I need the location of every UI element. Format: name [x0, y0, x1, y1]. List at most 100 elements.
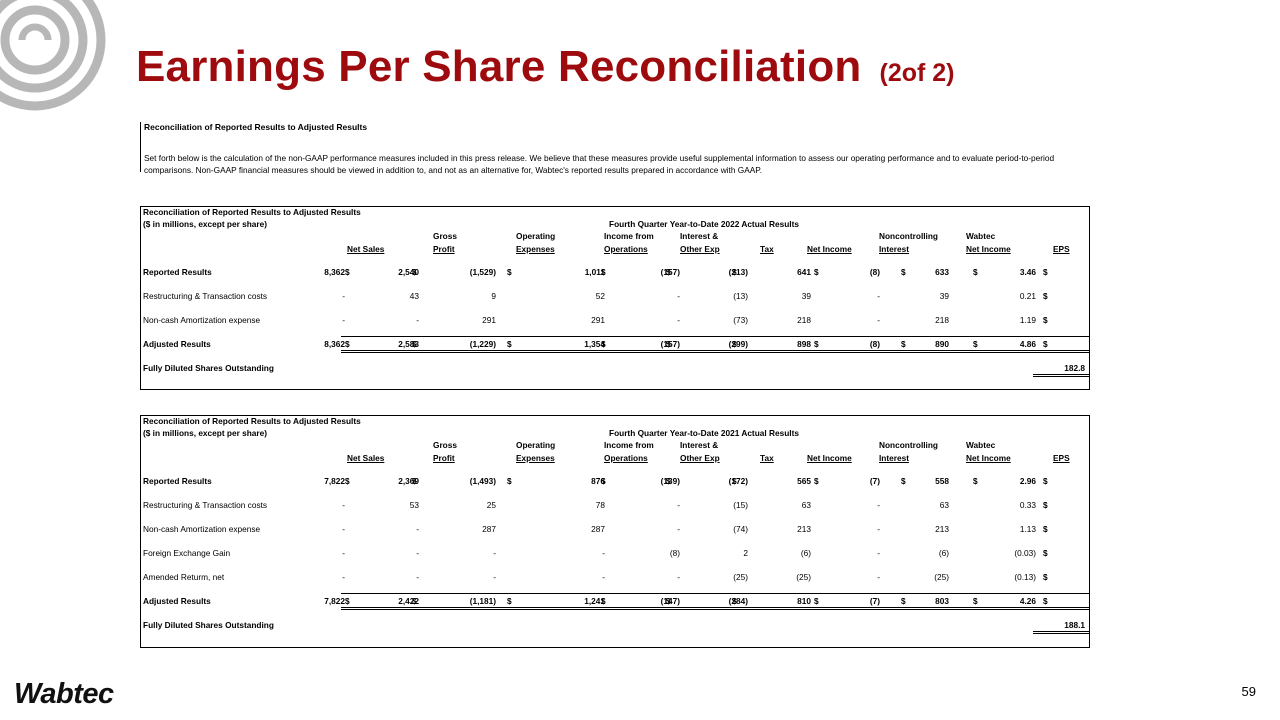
value-interest-other-exp: - — [677, 500, 680, 510]
shares-rule — [1033, 374, 1089, 375]
header-top-income-from-operations: Income from — [604, 440, 654, 450]
value-net-sales: - — [342, 572, 345, 582]
header-top-gross-profit: Gross — [433, 440, 457, 450]
dollar-sign: $ — [345, 596, 350, 606]
value-net-sales: 7,822 — [324, 476, 345, 486]
value-tax: (13) — [733, 291, 748, 301]
value-eps: (0.03) — [1014, 548, 1036, 558]
intro-text: Set forth below is the calculation of th… — [144, 153, 1055, 175]
value-net-sales: 8,362 — [324, 339, 345, 349]
slide-title: Earnings Per Share Reconciliation (2of 2) — [136, 42, 955, 92]
value-tax: (284) — [728, 596, 748, 606]
value-noncontrolling-interest: - — [877, 548, 880, 558]
value-gross-profit: - — [416, 315, 419, 325]
value-eps: 0.21 — [1019, 291, 1036, 301]
dollar-sign: $ — [973, 267, 978, 277]
shares-label: Fully Diluted Shares Outstanding — [143, 363, 274, 373]
value-noncontrolling-interest: - — [877, 572, 880, 582]
value-income-from-operations: 52 — [595, 291, 605, 301]
shares-label: Fully Diluted Shares Outstanding — [143, 620, 274, 630]
dollar-sign: $ — [412, 267, 417, 277]
dollar-sign: $ — [507, 476, 512, 486]
dollar-sign: $ — [732, 267, 737, 277]
title-main: Earnings Per Share Reconciliation — [136, 42, 862, 91]
value-income-from-operations: - — [602, 548, 605, 558]
dollar-sign: $ — [345, 339, 350, 349]
value-wabtec-net-income: 63 — [939, 500, 949, 510]
value-wabtec-net-income: (25) — [934, 572, 949, 582]
title-subtitle: (2of 2) — [879, 59, 955, 87]
value-operating-expenses: 25 — [486, 500, 496, 510]
dollar-sign: $ — [1043, 572, 1048, 582]
value-gross-profit: - — [416, 572, 419, 582]
dollar-sign: $ — [814, 476, 819, 486]
row-label: Reported Results — [143, 267, 212, 277]
value-net-income: (25) — [796, 572, 811, 582]
row-label: Non-cash Amortization expense — [143, 524, 261, 534]
dollar-sign: $ — [666, 596, 671, 606]
value-wabtec-net-income: 558 — [935, 476, 949, 486]
value-tax: (73) — [733, 315, 748, 325]
header-interest-other-exp: Other Exp — [680, 244, 720, 254]
value-wabtec-net-income: 633 — [935, 267, 949, 277]
value-tax: (74) — [733, 524, 748, 534]
row-label: Reported Results — [143, 476, 212, 486]
dollar-sign: $ — [412, 476, 417, 486]
dollar-sign: $ — [412, 339, 417, 349]
value-interest-other-exp: (157) — [660, 339, 680, 349]
value-noncontrolling-interest: (8) — [869, 339, 880, 349]
value-operating-expenses: - — [493, 548, 496, 558]
value-interest-other-exp: (8) — [669, 548, 680, 558]
reconciliation-table-2021: Reconciliation of Reported Results to Ad… — [140, 415, 1090, 648]
shares-rule — [1033, 631, 1089, 632]
value-wabtec-net-income: 218 — [935, 315, 949, 325]
header-top-interest-other-exp: Interest & — [680, 231, 719, 241]
value-income-from-operations: 291 — [591, 315, 605, 325]
value-eps: 4.86 — [1019, 339, 1036, 349]
decorative-circle-graphic — [0, 0, 106, 111]
value-interest-other-exp: (147) — [660, 596, 680, 606]
header-net-sales: Net Sales — [347, 244, 385, 254]
header-noncontrolling-interest: Interest — [879, 244, 909, 254]
value-gross-profit: - — [416, 548, 419, 558]
value-net-sales: - — [342, 291, 345, 301]
row-label: Adjusted Results — [143, 339, 211, 349]
dollar-sign: $ — [1043, 476, 1048, 486]
value-wabtec-net-income: (6) — [938, 548, 949, 558]
shares-value: 188.1 — [1064, 620, 1085, 630]
dollar-sign: $ — [814, 339, 819, 349]
value-tax: (172) — [728, 476, 748, 486]
header-eps: EPS — [1053, 453, 1070, 463]
wabtec-logo: Wabtec — [14, 678, 114, 710]
header-net-sales: Net Sales — [347, 453, 385, 463]
header-top-wabtec-net-income: Wabtec — [966, 231, 996, 241]
adjusted-bottom-rule — [341, 607, 1089, 608]
dollar-sign: $ — [814, 596, 819, 606]
dollar-sign: $ — [601, 596, 606, 606]
value-gross-profit: 53 — [409, 500, 419, 510]
value-eps: 2.96 — [1019, 476, 1036, 486]
adjusted-top-rule — [341, 336, 1089, 337]
header-income-from-operations: Operations — [604, 244, 648, 254]
adjusted-bottom-rule — [341, 350, 1089, 351]
row-label: Amended Returm, net — [143, 572, 225, 582]
reconciliation-table-2022: Reconciliation of Reported Results to Ad… — [140, 206, 1090, 390]
value-tax: (15) — [733, 500, 748, 510]
dollar-sign: $ — [666, 476, 671, 486]
value-noncontrolling-interest: (8) — [869, 267, 880, 277]
dollar-sign: $ — [901, 596, 906, 606]
dollar-sign: $ — [1043, 315, 1048, 325]
value-net-income: 810 — [797, 596, 811, 606]
dollar-sign: $ — [507, 596, 512, 606]
value-net-sales: - — [342, 524, 345, 534]
header-top-income-from-operations: Income from — [604, 231, 654, 241]
value-gross-profit: 2,369 — [398, 476, 419, 486]
value-noncontrolling-interest: - — [877, 291, 880, 301]
dollar-sign: $ — [1043, 596, 1048, 606]
shares-value: 182.8 — [1064, 363, 1085, 373]
value-income-from-operations: 1,241 — [584, 596, 605, 606]
value-operating-expenses: 9 — [491, 291, 496, 301]
value-noncontrolling-interest: - — [877, 315, 880, 325]
value-income-from-operations: 1,354 — [584, 339, 605, 349]
value-net-sales: - — [342, 315, 345, 325]
